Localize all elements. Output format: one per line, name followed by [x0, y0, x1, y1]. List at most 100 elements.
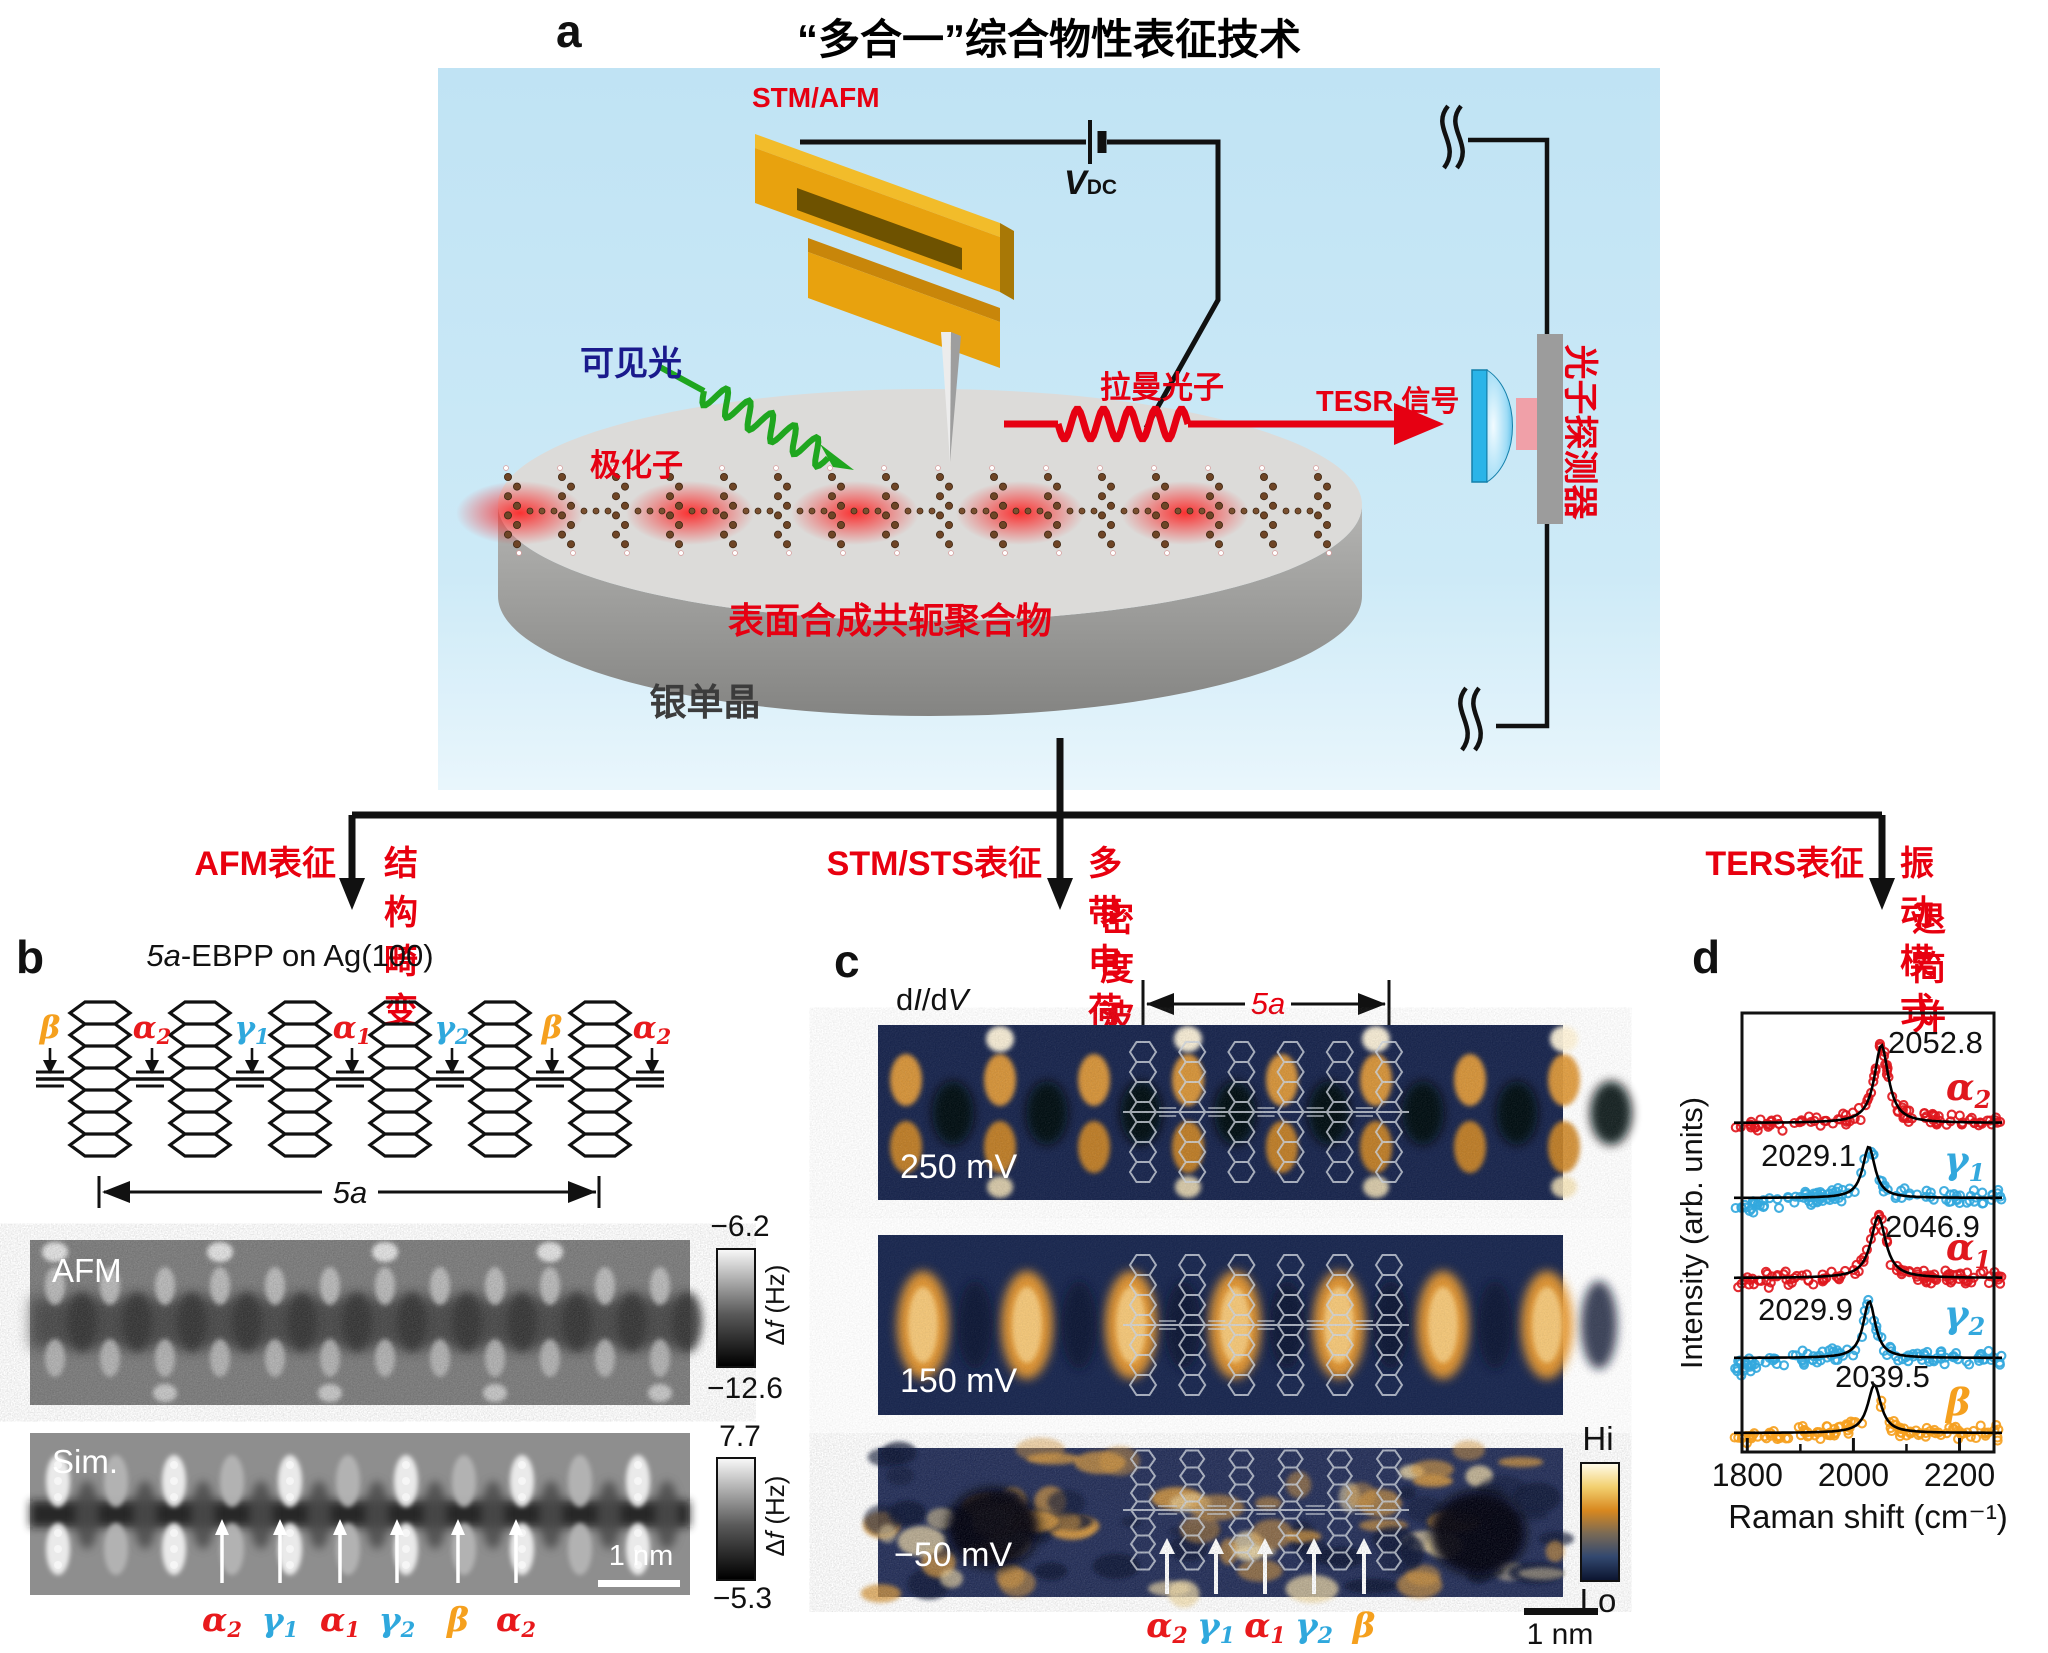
greek-sub: 2 — [521, 1617, 537, 1642]
fit-line — [1734, 1214, 2002, 1280]
blob — [249, 1481, 273, 1549]
green-wave-lead — [656, 363, 706, 394]
carbon-atom — [1044, 511, 1053, 520]
peak-value-γ2: 2029.9 — [1758, 1292, 1853, 1327]
cable-break-icon — [1458, 686, 1470, 752]
sim-bead — [170, 1545, 178, 1553]
data-point — [1730, 1202, 1741, 1214]
greek-γ1: γ1 — [261, 1600, 299, 1642]
data-point — [1965, 1190, 1976, 1201]
sim-bead — [170, 1477, 178, 1485]
bridge-atom — [1282, 507, 1290, 515]
data-point — [1750, 1198, 1761, 1209]
data-point — [1891, 1099, 1902, 1110]
bridge-atom — [904, 507, 912, 515]
span-chip — [1245, 984, 1291, 1020]
hydrogen-atom — [557, 465, 563, 471]
carbon-atom — [612, 492, 621, 501]
carbon-atom — [1152, 472, 1161, 481]
carbon-atom — [945, 501, 954, 510]
greek-sub: 2 — [227, 1617, 243, 1642]
greek-sub: 2 — [400, 1617, 416, 1642]
sim-bead — [170, 1461, 178, 1469]
carbon-atom — [1314, 472, 1323, 481]
bridge-atom — [1036, 507, 1044, 515]
hydrogen-atom — [773, 465, 779, 471]
data-point — [1978, 1266, 1989, 1277]
branch-arrows — [339, 738, 1895, 910]
sim-dark-band — [30, 1501, 690, 1527]
carbon-atom — [1269, 540, 1278, 549]
bridge-atom — [700, 507, 708, 515]
carbon-atom — [999, 482, 1008, 491]
trace-label-β: β — [1944, 1380, 1971, 1424]
bridge-atom — [526, 507, 534, 515]
bridge-atom — [1120, 507, 1128, 515]
trace-label-γ1: γ1 — [1944, 1138, 1985, 1187]
data-point — [1941, 1194, 1952, 1205]
hydrogen-atom — [611, 465, 617, 471]
sim-bead — [286, 1493, 294, 1501]
carbon-atom — [1053, 521, 1062, 530]
data-point — [1783, 1279, 1794, 1290]
carbon-atom — [1098, 511, 1107, 520]
sim-image — [30, 1433, 690, 1595]
trace-label-base: α — [1946, 1225, 1974, 1269]
bridge-atom — [982, 507, 990, 515]
sim-bead — [518, 1493, 526, 1501]
carbon-atom — [945, 521, 954, 530]
bridge-atom — [646, 507, 654, 515]
branch-result-1-0: 多带电荷 — [1088, 845, 1122, 1030]
sim-bead — [286, 1561, 294, 1569]
carbon-atom — [1215, 540, 1224, 549]
didv-label: dI/dV — [896, 982, 968, 1018]
carbon-atom — [990, 511, 999, 520]
cantilever-slot — [797, 188, 962, 270]
hydrogen-atom — [1164, 550, 1170, 556]
bond-label-6: α2 — [626, 1010, 678, 1049]
data-point — [1874, 1211, 1885, 1222]
data-point — [1812, 1357, 1823, 1368]
branch-result-0-0: 结构畸变 — [384, 845, 418, 1030]
greek-sub: 2 — [1317, 1623, 1333, 1649]
bridge-atom — [1144, 507, 1152, 515]
acene-column — [567, 1000, 633, 1158]
tick-label: 2200 — [1924, 1457, 1995, 1493]
sim-scalebar — [598, 1580, 680, 1587]
hydrogen-atom — [1002, 550, 1008, 556]
panel-b-title: 5a-EBPP on Ag(100) — [100, 938, 480, 974]
sim-bead — [518, 1477, 526, 1485]
bridge-atom — [808, 507, 816, 515]
carbon-atom — [513, 482, 522, 491]
cable-break-icon — [1453, 104, 1465, 170]
greek-sub: 2 — [656, 1024, 672, 1049]
sim-bead — [286, 1545, 294, 1553]
bridge-atom — [592, 507, 600, 515]
carbon-atom — [720, 511, 729, 520]
bond-label-5: β — [526, 1010, 578, 1046]
carbon-atom — [1323, 521, 1332, 530]
sim-bead — [634, 1461, 642, 1469]
sim-greek-3: γ2 — [371, 1600, 423, 1642]
f-italic: f — [760, 1320, 790, 1329]
grain-overlay-dark — [878, 1235, 1563, 1415]
trace-label-γ2: γ2 — [1944, 1292, 1985, 1341]
greek-α2: α2 — [632, 1010, 672, 1049]
hydrogen-atom — [827, 465, 833, 471]
carbon-atom — [675, 521, 684, 530]
bond-label-3: α1 — [326, 1010, 378, 1049]
trace-label-sub: 2 — [1973, 1085, 1991, 1114]
carbon-atom — [891, 540, 900, 549]
data-point — [1818, 1273, 1829, 1284]
bridge-atom — [538, 507, 546, 515]
spectrum-γ1 — [1730, 1145, 2007, 1218]
sim-bead — [54, 1529, 62, 1537]
carbon-atom — [936, 492, 945, 501]
blob — [568, 1523, 592, 1575]
data-point — [1921, 1185, 1932, 1196]
fit-line — [1734, 1145, 2002, 1200]
trace-label-sub: 1 — [1974, 1245, 1991, 1274]
cable-break-icon — [1471, 686, 1483, 752]
sim-up-arrowhead-icon — [273, 1519, 287, 1535]
polaron-glow — [456, 481, 584, 545]
